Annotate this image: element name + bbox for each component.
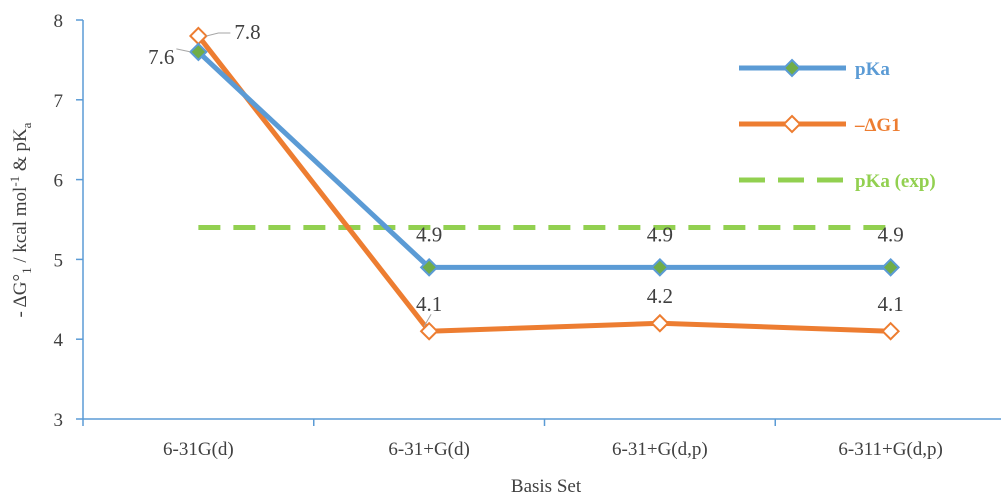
data-label-leader (176, 48, 191, 53)
series-line (196, 34, 891, 334)
series-point (881, 321, 901, 341)
y-axis-title-subscript-a: a (19, 122, 34, 128)
data-label: 7.6 (148, 45, 174, 69)
y-axis-title-superscript: -1 (7, 176, 22, 187)
y-tick-label: 4 (54, 330, 64, 351)
legend-label: –ΔG1 (854, 115, 901, 136)
series-line (196, 50, 891, 270)
series-point (419, 257, 439, 277)
legend-label: pKa (exp) (855, 171, 936, 192)
y-tick-label: 3 (54, 410, 64, 431)
series-point (650, 257, 670, 277)
data-label: 4.2 (647, 284, 673, 308)
data-label: 7.8 (234, 20, 260, 44)
data-label: 4.9 (647, 222, 673, 246)
series-layer (188, 26, 901, 341)
y-axis-title-part-e: & pK (10, 128, 31, 176)
series-point (419, 321, 439, 341)
data-labels-layer: 7.6 7.8 4.9 4.1 4.9 4.2 4.9 4.1 (148, 20, 904, 327)
legend-label: pKa (855, 59, 890, 80)
x-axis-title: Basis Set (511, 476, 582, 497)
y-axis-title-part-a: - ΔG° (10, 274, 31, 318)
legend-marker (782, 58, 802, 78)
x-tick-label: 6-31+G(d,p) (612, 439, 708, 460)
legend-marker (782, 114, 802, 134)
y-tick-label: 8 (54, 11, 64, 32)
data-label: 4.9 (416, 222, 442, 246)
y-axis-title-part-c: / kcal mol (10, 187, 31, 268)
x-tick-label: 6-31G(d) (163, 439, 234, 460)
y-tick-label: 7 (54, 91, 64, 112)
y-tick-label: 5 (54, 250, 64, 271)
data-label: 4.9 (878, 222, 904, 246)
data-label-leader (423, 313, 432, 327)
series-point (881, 257, 901, 277)
data-label-leader (206, 32, 231, 37)
series-point (188, 42, 208, 62)
y-axis-title-subscript: 1 (19, 267, 34, 274)
x-tick-label: 6-31+G(d) (388, 439, 469, 460)
axes: 3 4 5 6 7 8 6-31G(d) 6-31+G(d) 6-31+G(d,p) 6-311+… (54, 11, 1001, 460)
y-axis-title: - ΔG°1 / kcal mol-1 & pKa (7, 122, 34, 317)
data-label: 4.1 (878, 292, 904, 316)
y-tick-label: 6 (54, 171, 64, 192)
legend: pKa –ΔG1 pKa (exp) (739, 58, 936, 192)
x-tick-label: 6-311+G(d,p) (838, 439, 942, 460)
data-label: 4.1 (416, 292, 442, 316)
series-point (650, 313, 670, 333)
